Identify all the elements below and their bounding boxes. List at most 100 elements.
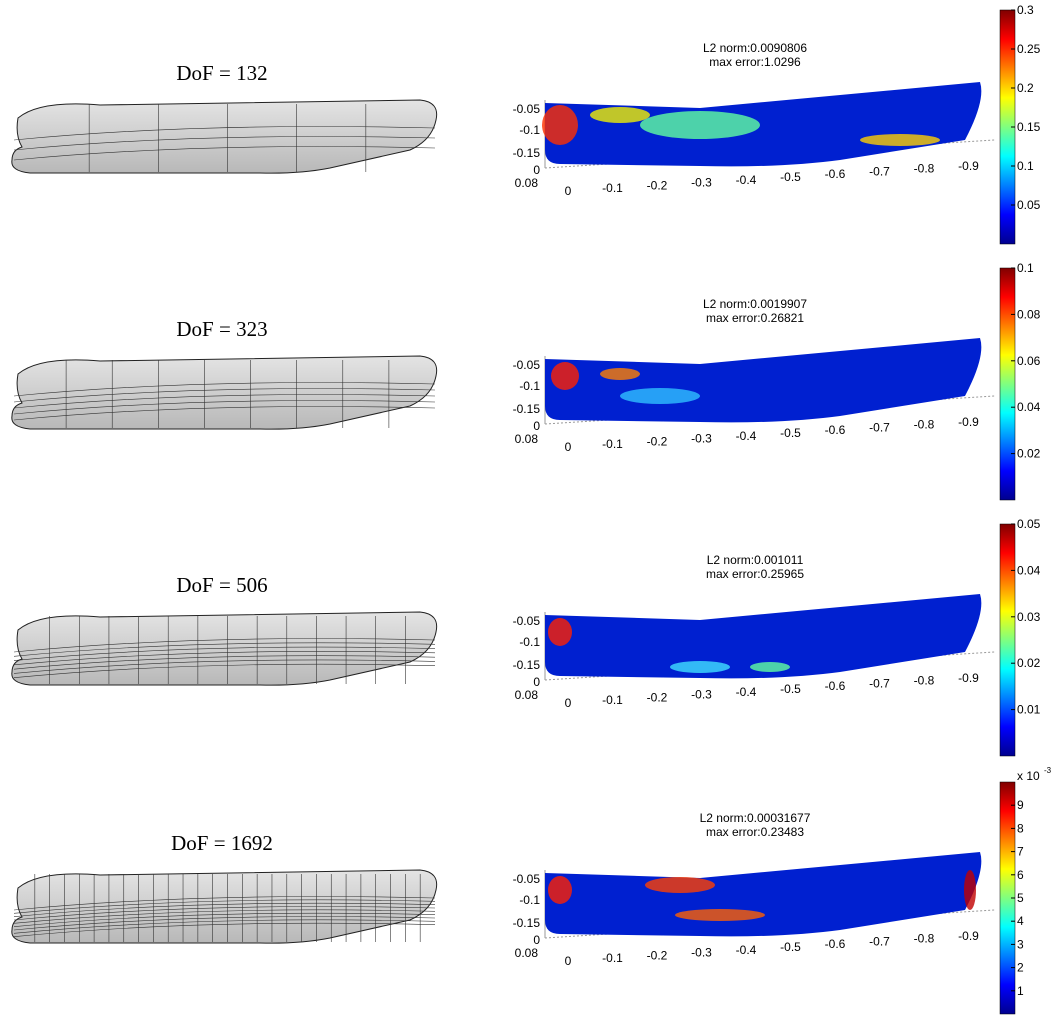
colorbar: [1000, 268, 1015, 500]
row: DoF = 132L2 norm:0.0090806max error:1.02…: [12, 3, 1041, 244]
colorbar-tick-label: 9: [1017, 798, 1024, 812]
colorbar-tick-label: 3: [1017, 937, 1024, 951]
y-tick-label: 0: [533, 163, 540, 177]
x-tick-label: -0.8: [914, 162, 935, 176]
hull: [12, 356, 437, 429]
error-patch: [620, 388, 700, 404]
error-patch: [640, 111, 760, 139]
colorbar-tick-label: 0.04: [1017, 563, 1041, 577]
y-tick-label: -0.15: [513, 658, 541, 672]
y-tick-label: -0.1: [519, 893, 540, 907]
x-tick-label: 0: [565, 440, 572, 454]
colorbar-tick-label: 0.06: [1017, 354, 1041, 368]
max-error: max error:1.0296: [709, 55, 801, 69]
colorbar-tick-label: 7: [1017, 845, 1024, 859]
y-tick-label: -0.05: [513, 872, 541, 886]
y-tick-label: -0.1: [519, 379, 540, 393]
dof-label: DoF = 506: [176, 573, 267, 597]
x-tick-label: -0.1: [602, 181, 623, 195]
x-tick-label: -0.8: [914, 418, 935, 432]
x-tick-label: -0.1: [602, 951, 623, 965]
max-error: max error:0.23483: [706, 825, 804, 839]
y-tick-label: 0: [533, 419, 540, 433]
colorbar-tick-label: 0.25: [1017, 42, 1041, 56]
x-tick-label: -0.7: [869, 676, 890, 690]
colorbar-tick-label: 0.1: [1017, 261, 1034, 275]
l2-norm: L2 norm:0.0090806: [703, 41, 807, 55]
x-tick-label: 0: [565, 954, 572, 968]
error-patch: [542, 105, 578, 145]
dof-label: DoF = 1692: [171, 831, 273, 855]
error-patch: [590, 107, 650, 123]
colorbar-tick-label: 0.02: [1017, 447, 1041, 461]
error-patch: [964, 870, 976, 910]
z-tick-label: 0.08: [515, 176, 539, 190]
colorbar-exponent: -3: [1044, 766, 1052, 775]
x-tick-label: -0.6: [825, 423, 846, 437]
x-tick-label: -0.3: [691, 432, 712, 446]
row: DoF = 323L2 norm:0.0019907max error:0.26…: [12, 261, 1041, 500]
colorbar: [1000, 524, 1015, 756]
x-tick-label: -0.1: [602, 437, 623, 451]
dof-label: DoF = 323: [176, 317, 267, 341]
y-tick-label: -0.15: [513, 916, 541, 930]
colorbar-tick-label: 0.15: [1017, 120, 1041, 134]
x-tick-label: -0.9: [958, 671, 979, 685]
y-tick-label: -0.05: [513, 102, 541, 116]
colorbar-tick-label: 0.02: [1017, 656, 1041, 670]
x-tick-label: -0.2: [647, 948, 668, 962]
error-patch: [750, 662, 790, 672]
colorbar-tick-label: 0.2: [1017, 81, 1034, 95]
y-tick-label: -0.15: [513, 146, 541, 160]
colorbar-tick-label: 0.05: [1017, 198, 1041, 212]
colorbar-tick-label: 0.03: [1017, 610, 1041, 624]
colorbar-tick-label: 0.08: [1017, 307, 1041, 321]
x-tick-label: -0.7: [869, 420, 890, 434]
error-patch: [645, 877, 715, 893]
error-surface: [545, 338, 981, 422]
x-tick-label: -0.2: [647, 690, 668, 704]
colorbar-tick-label: 0.04: [1017, 400, 1041, 414]
x-tick-label: -0.7: [869, 934, 890, 948]
y-tick-label: -0.05: [513, 358, 541, 372]
z-tick-label: 0.08: [515, 946, 539, 960]
x-tick-label: -0.6: [825, 937, 846, 951]
error-patch: [600, 368, 640, 380]
x-tick-label: -0.3: [691, 176, 712, 190]
x-tick-label: -0.4: [736, 943, 757, 957]
error-surface: [545, 852, 981, 936]
error-patch: [551, 362, 579, 390]
l2-norm: L2 norm:0.00031677: [700, 811, 811, 825]
x-tick-label: -0.8: [914, 932, 935, 946]
colorbar-tick-label: 0.3: [1017, 3, 1034, 17]
colorbar-tick-label: 0.1: [1017, 159, 1034, 173]
z-tick-label: 0.08: [515, 432, 539, 446]
x-tick-label: -0.5: [780, 170, 801, 184]
x-tick-label: -0.2: [647, 434, 668, 448]
error-patch: [670, 661, 730, 673]
colorbar-tick-label: 8: [1017, 821, 1024, 835]
x-tick-label: -0.6: [825, 167, 846, 181]
colorbar-tick-label: 4: [1017, 914, 1024, 928]
colorbar-tick-label: 6: [1017, 868, 1024, 882]
colorbar-tick-label: 1: [1017, 984, 1024, 998]
y-tick-label: -0.15: [513, 402, 541, 416]
x-tick-label: -0.3: [691, 688, 712, 702]
x-tick-label: 0: [565, 184, 572, 198]
x-tick-label: -0.2: [647, 178, 668, 192]
x-tick-label: -0.5: [780, 682, 801, 696]
error-patch: [548, 876, 572, 904]
z-tick-label: 0.08: [515, 688, 539, 702]
x-tick-label: -0.7: [869, 164, 890, 178]
max-error: max error:0.25965: [706, 567, 804, 581]
x-tick-label: -0.8: [914, 674, 935, 688]
x-tick-label: -0.5: [780, 426, 801, 440]
x-tick-label: -0.3: [691, 946, 712, 960]
y-tick-label: 0: [533, 933, 540, 947]
x-tick-label: -0.4: [736, 173, 757, 187]
colorbar-multiplier: x 10: [1017, 769, 1040, 783]
x-tick-label: -0.4: [736, 429, 757, 443]
l2-norm: L2 norm:0.0019907: [703, 297, 807, 311]
error-surface: [545, 82, 981, 166]
